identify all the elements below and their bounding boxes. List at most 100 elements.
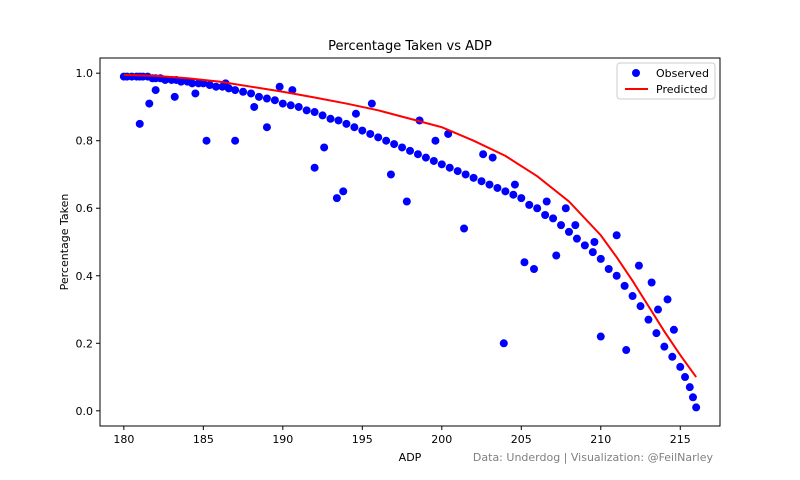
observed-point [477,177,486,186]
observed-point [177,77,186,86]
observed-point [421,153,430,162]
observed-point [509,190,518,199]
observed-point [358,126,367,135]
predicted-line [123,73,697,378]
observed-point [561,204,570,213]
observed-point [151,86,160,95]
observed-point [557,221,566,230]
observed-point [654,305,662,314]
observed-point [326,114,335,123]
observed-point [634,261,643,270]
observed-point [231,136,240,145]
observed-point [320,143,329,152]
x-tick-label: 215 [670,433,691,446]
observed-point [488,153,497,162]
plot-frame [99,57,721,427]
observed-point [612,271,621,280]
observed-point [334,116,343,125]
observed-point [402,197,411,206]
chart-title: Percentage Taken vs ADP [328,39,492,54]
observed-point [342,119,351,128]
observed-point [580,241,589,250]
observed-point [437,160,446,169]
observed-point [398,143,407,152]
observed-point [310,108,319,117]
observed-point [444,129,453,138]
observed-point [460,224,469,233]
observed-point [170,92,179,101]
observed-point [429,156,438,165]
observed-point [485,180,494,189]
observed-point [250,102,259,111]
observed-point [541,210,550,219]
observed-point [239,87,248,96]
observed-point [501,187,510,196]
y-tick-label: 0.4 [76,270,94,283]
observed-point [406,146,414,155]
observed-point [413,150,422,159]
observed-point [191,89,200,98]
observed-point [262,94,271,103]
observed-point [469,173,478,182]
legend: Observed Predicted [616,62,716,100]
observed-point [620,281,629,290]
observed-point [612,231,621,240]
observed-point [692,403,701,412]
observed-point [688,393,697,402]
observed-point [590,238,599,246]
observed-point [135,119,144,128]
observed-point [461,170,470,179]
x-tick-label: 180 [113,433,134,446]
observed-point [549,214,558,223]
observed-point [145,99,154,108]
observed-point [636,302,645,311]
observed-point [278,99,287,108]
observed-point [676,362,685,371]
observed-point [542,197,551,206]
observed-point [382,136,391,145]
y-tick-label: 1.0 [76,67,94,80]
y-tick-label: 0.6 [76,202,94,215]
x-tick-label: 205 [511,433,532,446]
x-tick-label: 210 [590,433,611,446]
observed-point [669,325,678,334]
observed-point [668,352,677,361]
observed-point [564,227,573,236]
observed-point [533,204,542,213]
x-axis-label: ADP [399,451,422,464]
y-tick-label: 0.8 [76,135,94,148]
observed-point [681,373,690,382]
observed-point [530,265,538,274]
observed-point [453,167,462,176]
observed-point [332,194,341,203]
observed-point [596,332,605,341]
observed-point [318,111,327,120]
observed-point [552,251,561,260]
observed-point [302,106,311,115]
observed-point [386,170,395,179]
x-tick-label: 195 [352,433,373,446]
observed-point [350,123,359,132]
observed-point [652,329,661,338]
observed-point [644,315,653,324]
y-tick-label: 0.2 [76,337,94,350]
observed-point [517,194,526,203]
observed-point [628,292,637,301]
observed-point [445,163,454,172]
observed-point [286,101,295,110]
observed-point [202,136,211,145]
credit-text: Data: Underdog | Visualization: @FeilNar… [473,451,714,464]
observed-point [262,123,271,132]
observed-point [275,82,284,91]
observed-point [510,180,519,189]
observed-point [604,265,613,274]
observed-point [520,258,529,267]
observed-point [254,92,263,101]
observed-point [294,102,303,111]
observed-point [367,99,376,108]
observed-point [571,221,580,230]
observed-point [339,187,348,196]
observed-point [288,86,297,95]
observed-point [596,254,605,263]
